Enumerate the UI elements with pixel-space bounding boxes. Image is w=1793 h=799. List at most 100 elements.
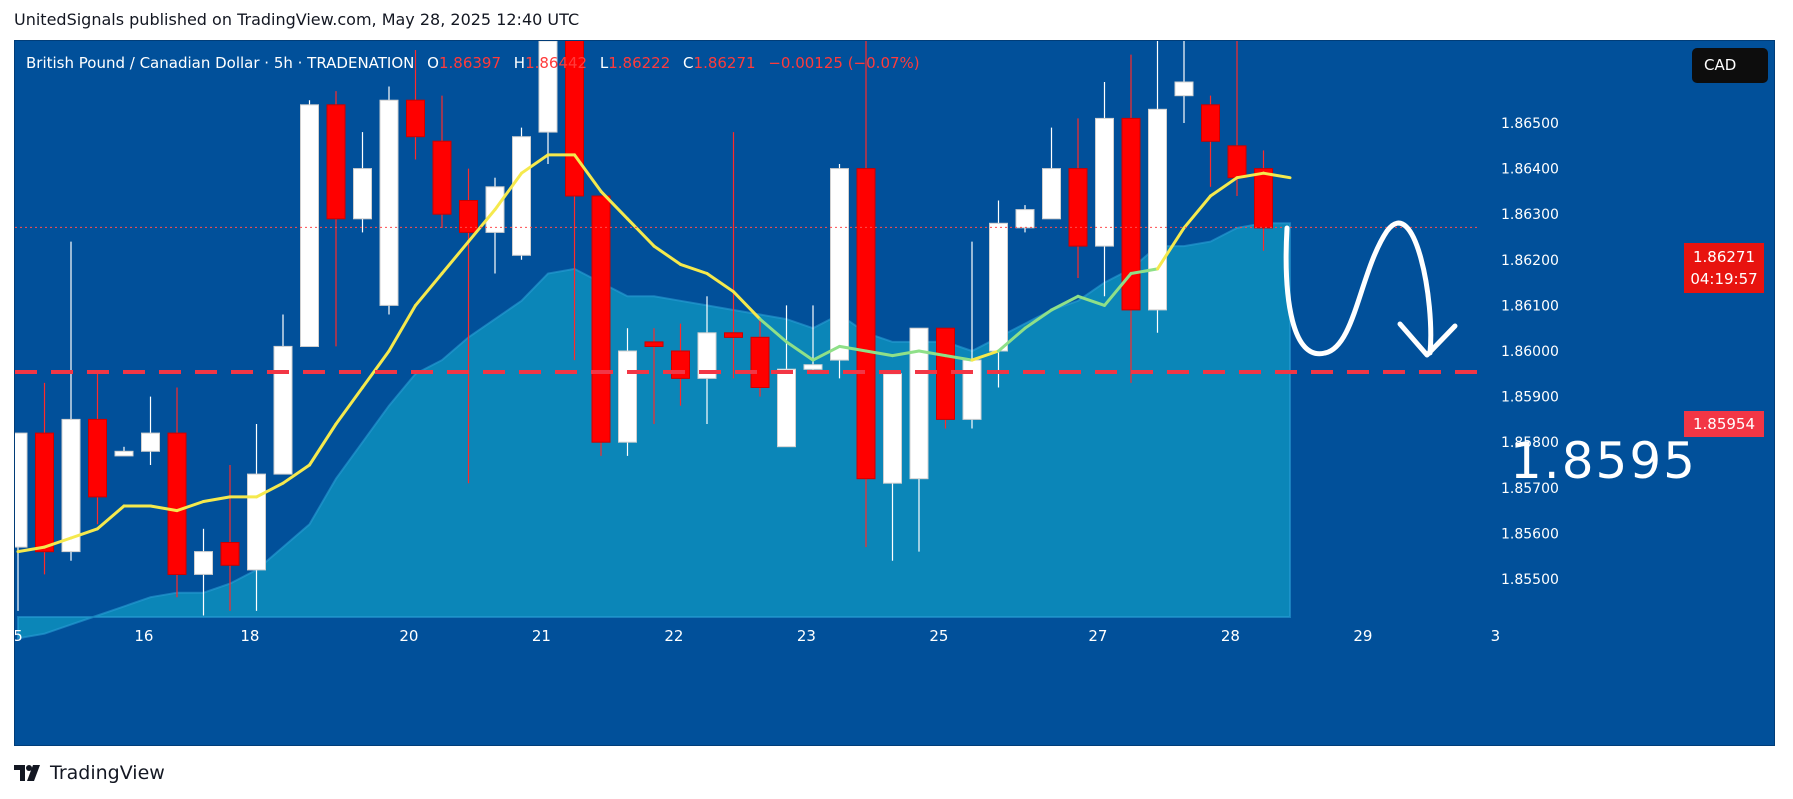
y-tick-label: 1.86200 (1501, 253, 1559, 269)
y-tick-label: 1.86500 (1501, 116, 1559, 132)
y-tick-label: 1.85700 (1501, 481, 1559, 497)
candle-body[interactable] (565, 41, 584, 197)
currency-badge[interactable]: CAD (1692, 48, 1768, 83)
candle-body[interactable] (353, 168, 372, 220)
ema-segment (43, 536, 73, 549)
candle-body[interactable] (406, 99, 425, 138)
ema-segment (652, 244, 682, 266)
ema-segment (281, 463, 311, 485)
candle-body[interactable] (1095, 117, 1114, 247)
ema-segment (1050, 294, 1080, 312)
last-price-tag: 1.86271 04:19:57 (1684, 243, 1764, 293)
candle-body[interactable] (830, 168, 849, 361)
candle-body[interactable] (1174, 81, 1194, 97)
y-tick-label: 1.86000 (1501, 344, 1559, 360)
candle-body[interactable] (671, 350, 690, 379)
candle-body[interactable] (777, 368, 796, 448)
y-tick-label: 1.86400 (1501, 162, 1559, 178)
y-tick-label: 1.86100 (1501, 298, 1559, 314)
candle-body[interactable] (591, 195, 611, 443)
candle-body[interactable] (15, 432, 28, 548)
candle-body[interactable] (856, 168, 876, 480)
candle-body[interactable] (247, 473, 266, 571)
candle-body[interactable] (909, 327, 929, 480)
candle-body[interactable] (962, 359, 982, 420)
candle-body[interactable] (644, 341, 664, 347)
ema-segment (1023, 308, 1053, 330)
candle-body[interactable] (141, 432, 160, 452)
ema-segment (917, 349, 947, 358)
ema-segment (944, 354, 974, 362)
candle-body[interactable] (1254, 168, 1273, 229)
candle-body[interactable] (379, 99, 399, 306)
candle-body[interactable] (1201, 104, 1220, 142)
candle-body[interactable] (1068, 168, 1088, 247)
candle-body[interactable] (459, 200, 478, 233)
candle-body[interactable] (300, 104, 319, 347)
candle-body[interactable] (538, 41, 558, 133)
ema-segment (811, 344, 841, 362)
candle-body[interactable] (1227, 145, 1247, 179)
ema-segment (573, 153, 603, 193)
candle-body[interactable] (1121, 117, 1141, 311)
candle-body[interactable] (724, 332, 743, 338)
x-tick-label: 25 (929, 627, 948, 645)
candle-body[interactable] (194, 551, 213, 575)
ema-segment (970, 349, 1000, 362)
candle-body[interactable] (750, 336, 770, 388)
tradingview-footer[interactable]: TradingView (14, 760, 165, 786)
close-label: C (683, 54, 694, 72)
symbol-description[interactable]: British Pound / Canadian Dollar · 5h · T… (26, 54, 415, 72)
price-chart[interactable]: 1.86500 1.86400 1.86300 1.86200 1.86100 1.860… (15, 41, 1776, 747)
ema-segment (1262, 171, 1292, 180)
candle-body[interactable] (1015, 209, 1035, 229)
x-tick-label: 23 (797, 627, 816, 645)
ema-segment (1103, 272, 1133, 307)
ema-segment (334, 386, 364, 426)
ema-segment (705, 272, 735, 294)
x-tick-label: 16 (134, 627, 153, 645)
ema-segment (732, 290, 762, 321)
open-value: 1.86397 (438, 54, 501, 72)
candle-body[interactable] (167, 432, 187, 575)
ema-segment (175, 500, 205, 513)
ema-segment (387, 303, 417, 353)
candle-body[interactable] (432, 140, 452, 215)
x-tick-label: 27 (1088, 627, 1107, 645)
chart-frame[interactable]: 1.86500 1.86400 1.86300 1.86200 1.86100 1.860… (14, 40, 1775, 746)
high-value: 1.86442 (525, 54, 588, 72)
candle-body[interactable] (35, 432, 54, 553)
x-tick-label: 20 (399, 627, 418, 645)
projection-arrow-path (1283, 220, 1434, 357)
ohlc-legend: British Pound / Canadian Dollar · 5h · T… (26, 54, 920, 72)
candle-body[interactable] (512, 136, 531, 256)
candle-body[interactable] (88, 418, 107, 498)
candle-body[interactable] (273, 345, 293, 475)
candle-body[interactable] (618, 350, 637, 443)
y-tick-label: 1.85800 (1501, 435, 1559, 451)
ema-segment (838, 344, 868, 353)
candle-body[interactable] (1148, 108, 1167, 311)
candle-body[interactable] (114, 450, 134, 457)
x-tick-label: 21 (532, 627, 551, 645)
x-tick-label: 22 (664, 627, 683, 645)
candle-body[interactable] (697, 332, 717, 379)
candle-body[interactable] (61, 418, 81, 553)
ema-segment (414, 272, 444, 307)
ema-segment (679, 262, 709, 275)
bar-countdown: 04:19:57 (1690, 270, 1758, 288)
ema-segment (1182, 194, 1212, 230)
candle-body[interactable] (326, 104, 346, 220)
ema-segment (361, 349, 391, 389)
x-tick-label: 28 (1221, 627, 1240, 645)
candle-body[interactable] (989, 222, 1008, 352)
candle-body[interactable] (803, 364, 823, 370)
ema-segment (1129, 267, 1159, 275)
candle-body[interactable] (1042, 168, 1061, 220)
ema-segment (493, 171, 523, 212)
band-area (17, 222, 1291, 640)
candle-body[interactable] (883, 373, 902, 484)
candle-body[interactable] (220, 542, 240, 566)
ema-segment (308, 422, 338, 467)
last-price-value: 1.86271 (1692, 248, 1756, 266)
